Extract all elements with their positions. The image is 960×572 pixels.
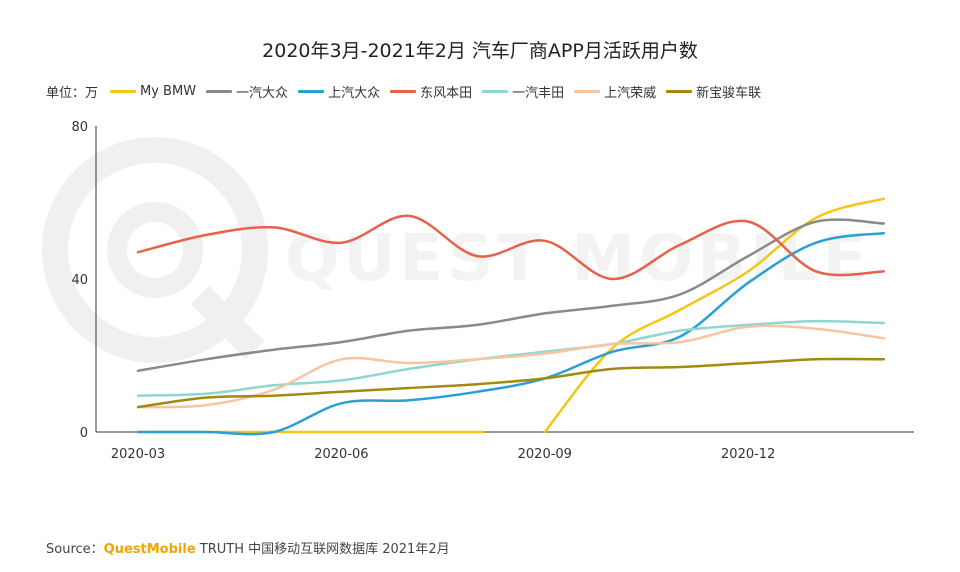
source-prefix: Source：	[46, 542, 104, 557]
legend-item-faw-vw[interactable]: 一汽大众	[206, 82, 288, 101]
unit-label: 单位：万	[46, 85, 99, 101]
legend-label: My BMW	[140, 83, 197, 99]
y-tick-label: 40	[71, 273, 88, 288]
series-line-1	[136, 218, 886, 373]
legend-item-saic-vw[interactable]: 上汽大众	[298, 82, 380, 101]
legend-item-dongfeng-honda[interactable]: 东风本田	[390, 82, 472, 101]
series-line-0	[543, 197, 886, 434]
legend-label: 东风本田	[420, 85, 473, 101]
legend-label: 上汽荣威	[604, 85, 657, 101]
legend: 单位：万 My BMW 一汽大众 上汽大众 东风本田 一汽丰田 上汽荣威 新宝骏…	[46, 79, 771, 103]
chart-title: 2020年3月-2021年2月 汽车厂商APP月活跃用户数	[262, 40, 698, 62]
legend-label: 一汽大众	[236, 85, 289, 101]
legend-swatch	[482, 89, 509, 93]
legend-swatch	[390, 89, 417, 93]
x-tick-label: 2020-09	[518, 447, 572, 462]
series-line-6	[136, 357, 886, 409]
legend-label: 新宝骏车联	[696, 85, 762, 101]
legend-label: 上汽大众	[328, 85, 381, 101]
x-tick-label: 2020-06	[314, 447, 368, 462]
series-line-4	[136, 319, 886, 397]
legend-swatch	[574, 89, 601, 93]
source-rest: TRUTH 中国移动互联网数据库 2021年2月	[195, 542, 450, 557]
y-tick-label: 80	[71, 120, 88, 135]
legend-item-faw-toyota[interactable]: 一汽丰田	[482, 82, 564, 101]
legend-swatch	[110, 89, 137, 93]
legend-label: 一汽丰田	[512, 85, 565, 101]
series-line-5	[136, 324, 886, 409]
x-tick-label: 2020-12	[721, 447, 775, 462]
series-line-2	[136, 231, 886, 436]
source-line: Source：QuestMobile TRUTH 中国移动互联网数据库 2021…	[46, 538, 450, 557]
series-line-3	[136, 214, 886, 281]
legend-swatch	[298, 89, 325, 93]
legend-item-my-bmw[interactable]: My BMW	[110, 84, 196, 99]
y-tick-label: 0	[80, 426, 88, 441]
legend-item-baojun[interactable]: 新宝骏车联	[666, 82, 761, 101]
legend-swatch	[666, 89, 693, 93]
line-chart: 0 40 80 2020-03 2020-06 2020-09 2020-12	[71, 120, 914, 462]
x-tick-label: 2020-03	[111, 447, 165, 462]
legend-swatch	[206, 89, 233, 93]
legend-item-saic-roewe[interactable]: 上汽荣威	[574, 82, 656, 101]
source-brand: QuestMobile	[103, 542, 196, 557]
